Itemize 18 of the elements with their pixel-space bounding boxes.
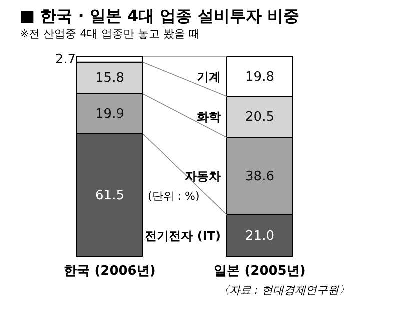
x-tick-label: 일본 (2005년): [214, 264, 306, 279]
data-label: 61.5: [96, 188, 124, 204]
data-label: 38.6: [246, 169, 274, 184]
data-label: 20.5: [246, 110, 274, 126]
data-label: 15.8: [96, 71, 124, 86]
data-label: 21.0: [246, 228, 274, 244]
series-label: 자동차: [185, 169, 221, 184]
series-label: 기계: [197, 70, 221, 84]
chart-subtitle: ※전 산업중 4대 업종만 놓고 봤을 때: [20, 28, 200, 41]
annotation: (단위 : %): [148, 190, 200, 203]
chart-title: ■ 한국 · 일본 4대 업종 설비투자 비중: [20, 6, 300, 26]
data-label: 2.7: [55, 52, 76, 68]
data-label: 19.8: [246, 70, 274, 85]
series-label: 화학: [197, 110, 221, 124]
series-label: 전기전자 (IT): [145, 228, 221, 243]
text: 〈자료 : 현대경제연구원〉: [218, 284, 350, 297]
data-label: 19.9: [96, 106, 124, 122]
x-tick-label: 한국 (2006년): [64, 264, 156, 279]
